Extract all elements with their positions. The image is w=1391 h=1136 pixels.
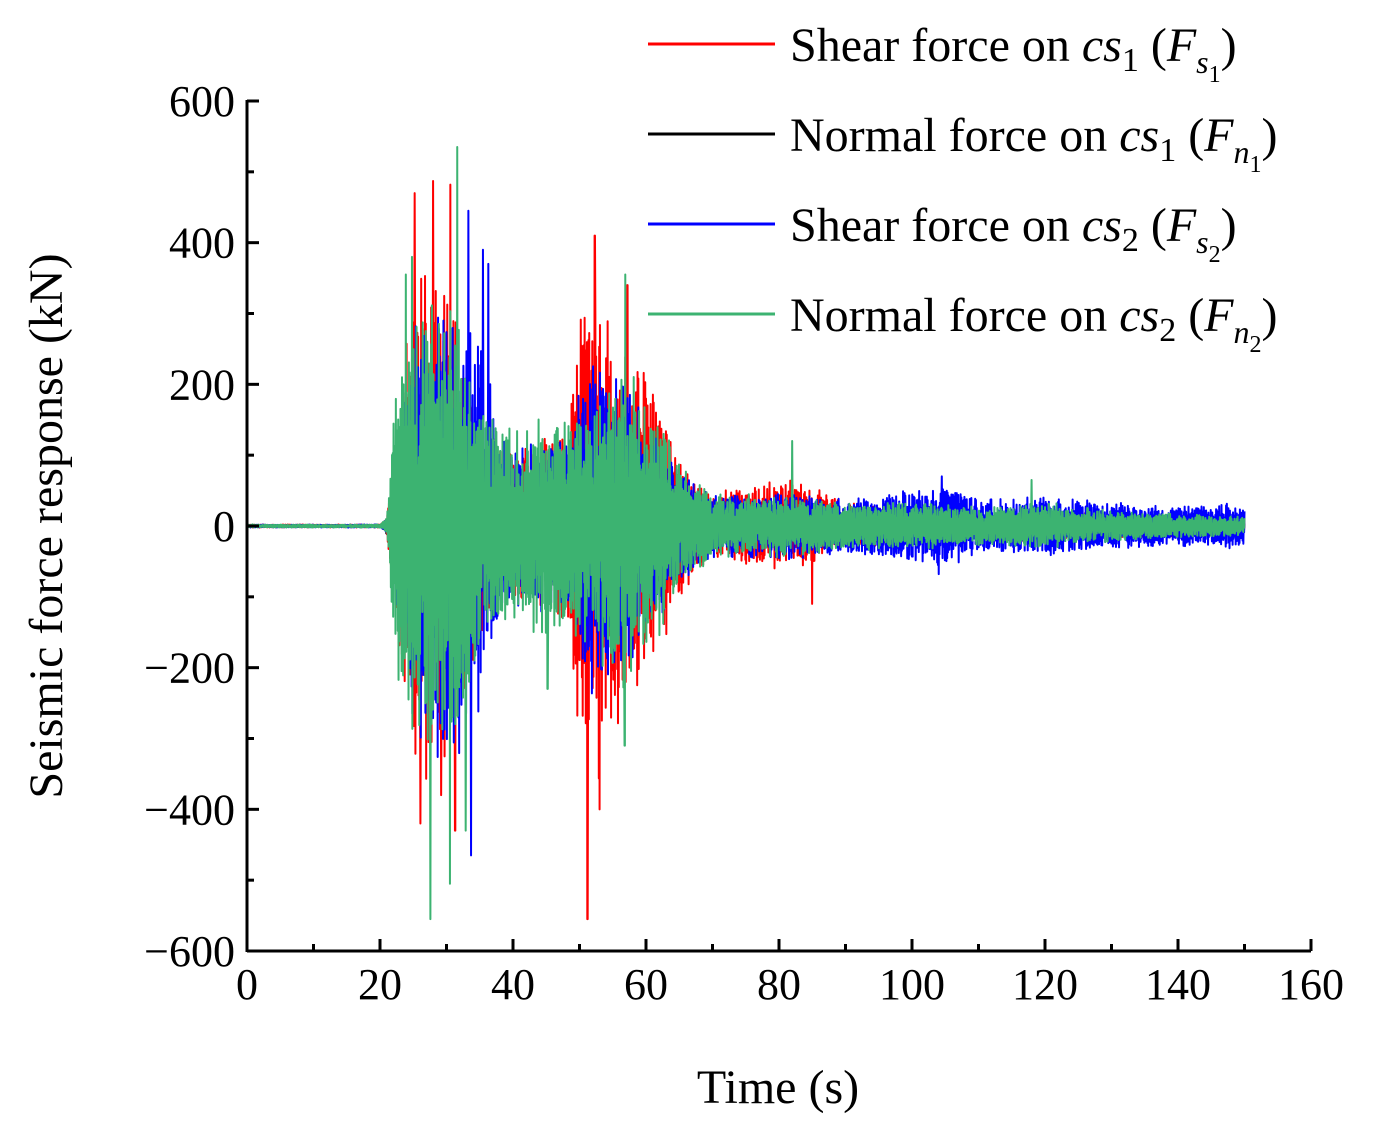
x-tick-label: 140: [1145, 960, 1211, 1009]
y-tick-label: 400: [169, 219, 235, 268]
legend-label: Shear force on cs2 (Fs2): [790, 199, 1237, 268]
y-tick-label: 600: [169, 77, 235, 126]
x-tick-label: 160: [1278, 960, 1344, 1009]
series-layer: [247, 146, 1246, 921]
x-tick-label: 80: [757, 960, 801, 1009]
y-tick-label: −200: [144, 644, 235, 693]
y-axis-title: Seismic force response (kN): [20, 253, 73, 798]
y-tick-label: 200: [169, 360, 235, 409]
legend-entry: Shear force on cs1 (Fs1): [648, 19, 1237, 88]
legend: Shear force on cs1 (Fs1) Normal force on …: [648, 19, 1277, 358]
legend-entry: Shear force on cs2 (Fs2): [648, 199, 1237, 268]
axes: [245, 99, 1313, 953]
legend-label: Normal force on cs2 (Fn2): [790, 289, 1277, 358]
y-tick-label: −400: [144, 785, 235, 834]
legend-entry: Normal force on cs2 (Fn2): [648, 289, 1277, 358]
y-tick-label: 0: [213, 502, 235, 551]
x-tick-label: 100: [879, 960, 945, 1009]
series-line-4: [247, 146, 1246, 921]
y-tick-label: −600: [144, 927, 235, 976]
legend-entry: Normal force on cs1 (Fn1): [648, 109, 1277, 178]
x-axis-title: Time (s): [697, 1061, 859, 1114]
legend-label: Normal force on cs1 (Fn1): [790, 109, 1277, 178]
x-tick-label: 20: [358, 960, 402, 1009]
x-tick-label: 0: [236, 960, 258, 1009]
legend-label: Shear force on cs1 (Fs1): [790, 19, 1237, 88]
x-tick-label: 120: [1012, 960, 1078, 1009]
x-tick-label: 40: [491, 960, 535, 1009]
tick-labels: 0 20 40 60 80 100 120 140 160 −600 −400 −200 0 200 400…: [144, 77, 1344, 1009]
x-tick-label: 60: [624, 960, 668, 1009]
